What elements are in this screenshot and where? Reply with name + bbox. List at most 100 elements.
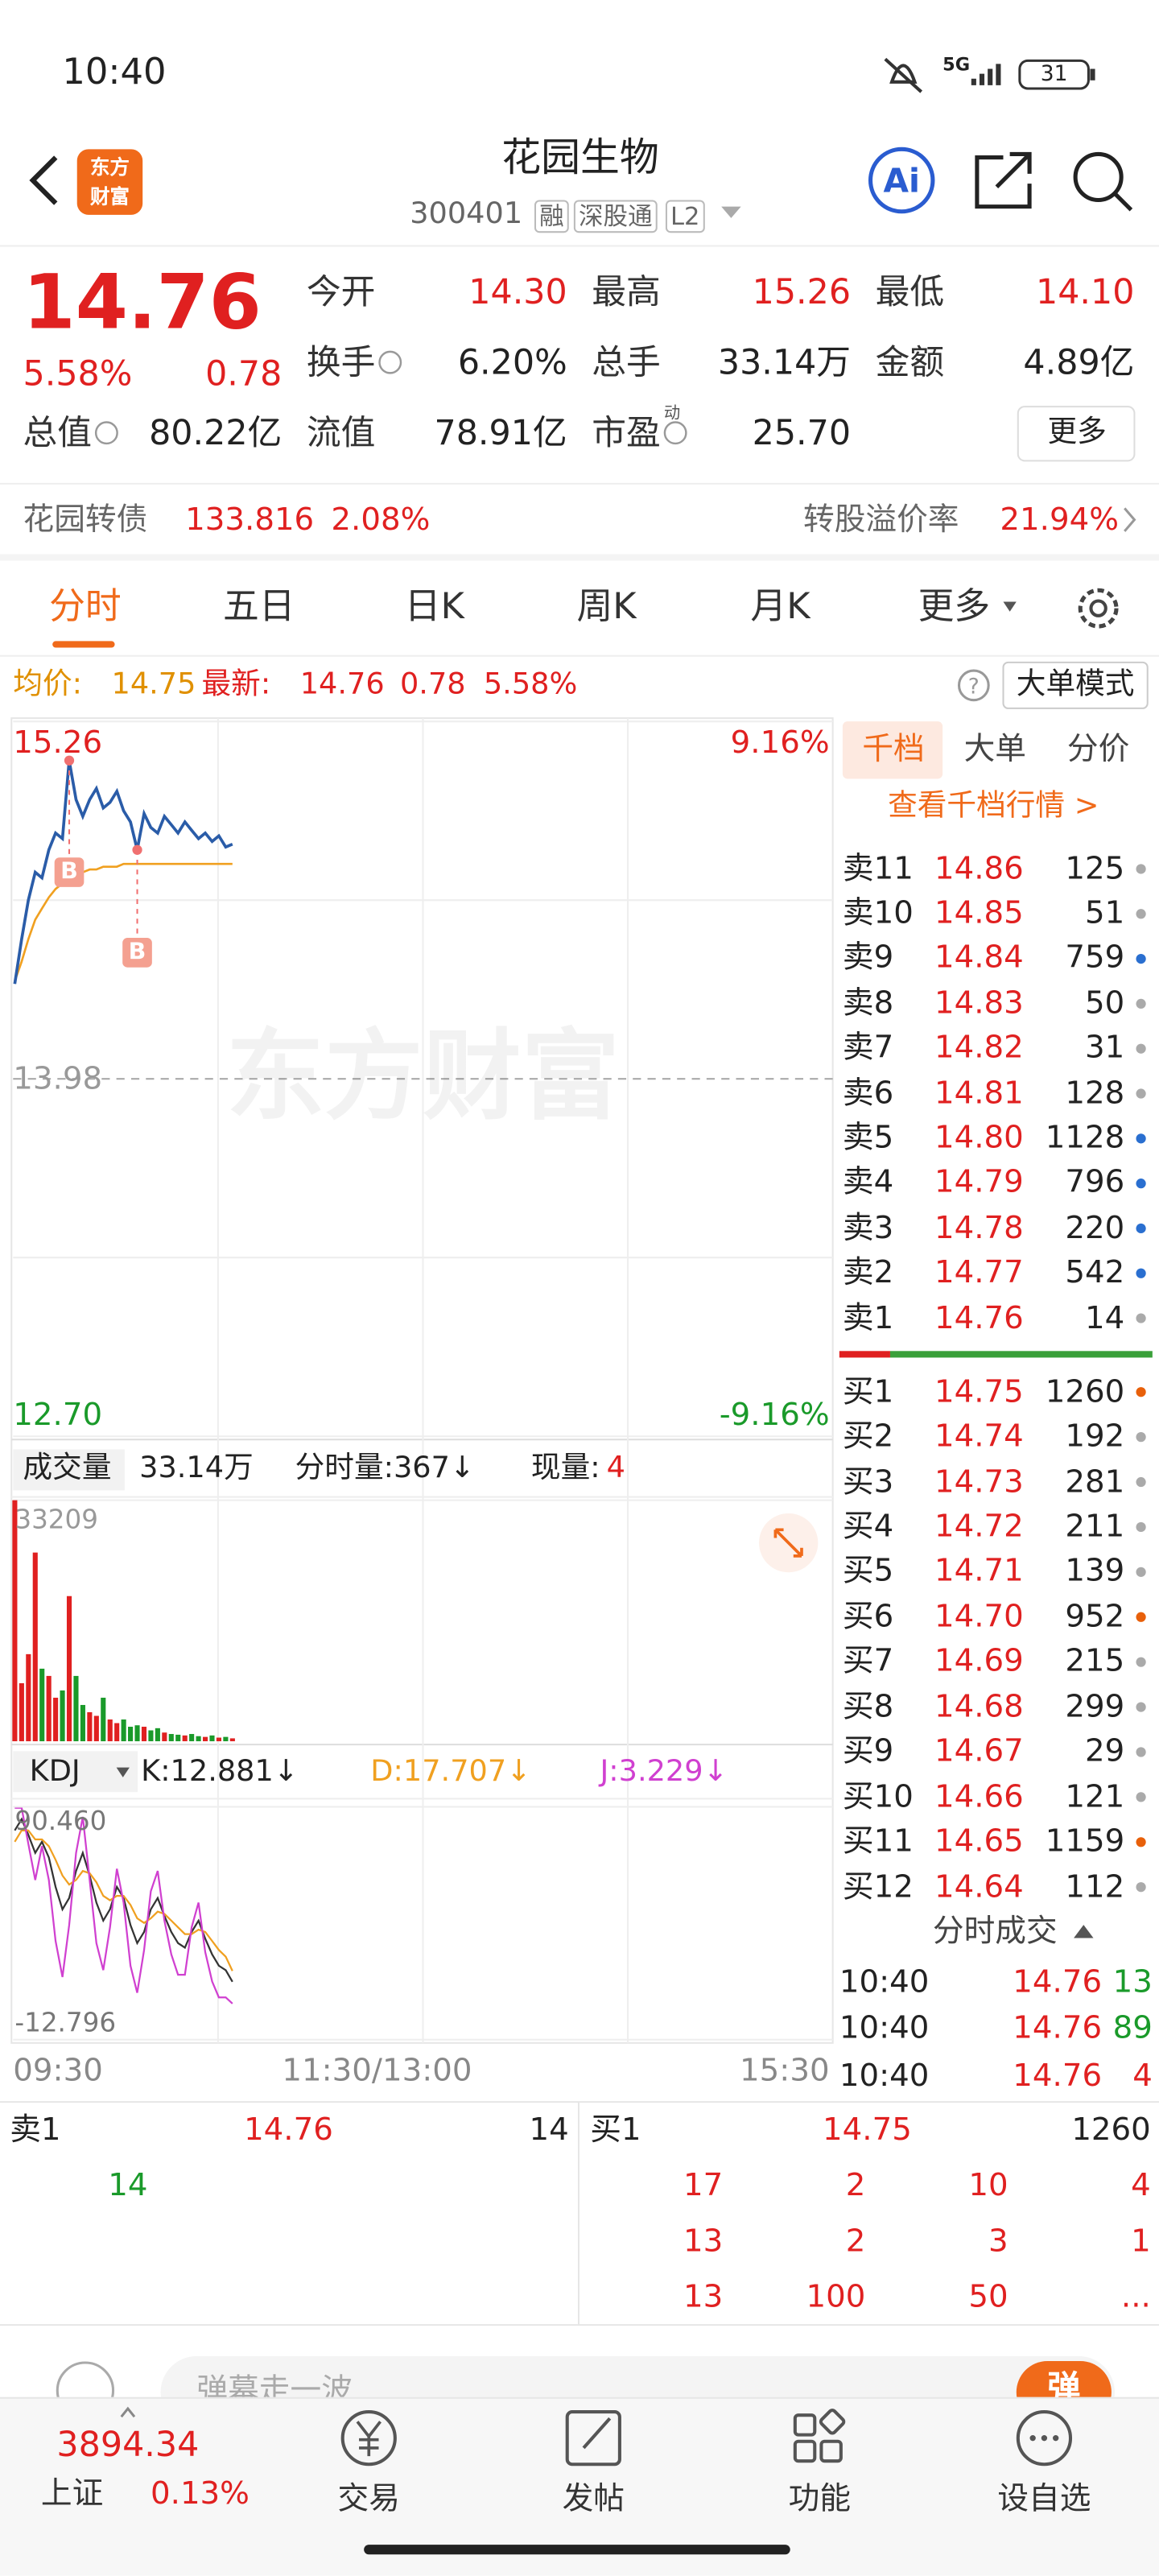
logo-text: 财富	[90, 184, 130, 208]
tab[interactable]: 日K	[404, 586, 464, 628]
logo[interactable]	[76, 149, 143, 215]
book-volume: 29	[1084, 1733, 1125, 1770]
stat-label: 今开	[306, 272, 376, 312]
marker-box	[122, 938, 152, 968]
tick-volume: 分时量:367↓	[295, 1451, 475, 1486]
book-dot	[1136, 1882, 1146, 1893]
more-button-box[interactable]	[1017, 406, 1136, 462]
settings-icon[interactable]	[1078, 588, 1119, 629]
caret	[116, 1767, 130, 1777]
current-volume-label: 现量:	[530, 1451, 600, 1486]
volume-bar	[196, 1736, 201, 1742]
ask-bar	[839, 1351, 890, 1358]
volume-label[interactable]: 成交量	[23, 1451, 112, 1486]
book-level: 买11	[842, 1823, 914, 1860]
book-dot	[1136, 1043, 1146, 1054]
volume-bar	[19, 1682, 24, 1742]
network: 5G	[942, 55, 971, 76]
book-tab[interactable]: 分价	[1066, 730, 1130, 767]
bond-price: 133.816	[185, 501, 315, 538]
book-price: 14.79	[934, 1164, 1024, 1201]
volume-bar	[39, 1668, 45, 1742]
book-level: 买6	[842, 1598, 894, 1635]
tab[interactable]: 周K	[576, 586, 637, 628]
book-dot	[1136, 1521, 1146, 1533]
index-value[interactable]: 3894.34	[56, 2425, 200, 2466]
help-icon[interactable]	[957, 669, 990, 702]
book-price: 14.66	[934, 1778, 1024, 1814]
stat-value: 6.20%	[457, 343, 567, 383]
tag: 融	[534, 200, 569, 233]
ai-button[interactable]: Ai	[883, 160, 920, 200]
nav-item[interactable]: 设自选	[997, 2479, 1091, 2516]
kdj-label-box[interactable]	[13, 1751, 138, 1793]
book-dot	[1136, 1476, 1146, 1488]
stat-value: 80.22亿	[149, 414, 283, 453]
volume-bar	[32, 1552, 38, 1742]
volume-bar	[73, 1675, 79, 1742]
bid-order: 50	[968, 2278, 1008, 2315]
more-button[interactable]: 更多	[1047, 415, 1107, 450]
book-volume: 1159	[1045, 1823, 1125, 1860]
book-tab[interactable]: 大单	[963, 730, 1027, 767]
mode-button-box[interactable]	[1002, 661, 1149, 709]
book-link[interactable]: 查看千档行情 >	[888, 789, 1099, 824]
search-icon[interactable]	[1073, 151, 1124, 203]
home-indicator	[364, 2545, 790, 2555]
share-icon[interactable]	[975, 151, 1032, 209]
tab-underline	[52, 641, 115, 648]
trade-icon[interactable]	[340, 2410, 397, 2467]
bid-order: ...	[1120, 2278, 1151, 2315]
tab[interactable]: 五日	[222, 586, 295, 628]
volume-label-box[interactable]	[13, 1449, 125, 1491]
mute-icon	[884, 57, 923, 93]
post-icon[interactable]	[565, 2410, 621, 2467]
nav-item[interactable]: 交易	[337, 2479, 400, 2516]
nav-item[interactable]: 功能	[788, 2479, 852, 2516]
detail-volume: 1260	[1071, 2111, 1151, 2148]
mode-button[interactable]: 大单模式	[1016, 667, 1135, 703]
book-tab[interactable]: 千档	[862, 730, 925, 767]
bid-order: 1	[1131, 2223, 1151, 2259]
nav-item[interactable]: 发帖	[562, 2479, 625, 2516]
book-volume: 952	[1065, 1598, 1125, 1635]
book-dot	[1136, 1837, 1146, 1847]
watermark: 东方财富	[226, 1019, 620, 1135]
tab[interactable]: 更多	[918, 586, 991, 628]
caret	[721, 206, 741, 218]
kdj-line	[14, 1806, 233, 2004]
trade-marker: B	[128, 939, 146, 965]
book-volume: 192	[1065, 1418, 1125, 1455]
battery-tip	[1090, 68, 1095, 80]
tab[interactable]: 月K	[750, 586, 810, 628]
expand-icon	[773, 1528, 803, 1558]
tab[interactable]: 分时	[49, 586, 122, 628]
trade-time: 10:40	[839, 1963, 930, 2000]
back-icon[interactable]	[29, 155, 58, 205]
book-price: 14.82	[934, 1030, 1024, 1067]
legend-entry: D:17.707↓	[370, 1754, 531, 1790]
book-price: 14.78	[934, 1209, 1024, 1246]
ai-icon[interactable]	[868, 147, 935, 214]
trades-title[interactable]: 分时成交	[932, 1913, 1058, 1949]
book-volume: 50	[1084, 985, 1125, 1022]
marker-box	[54, 857, 85, 887]
bid-order: 4	[1131, 2166, 1151, 2203]
book-volume: 215	[1065, 1643, 1125, 1680]
premium-value: 21.94%	[1000, 501, 1120, 538]
volume-bar	[148, 1730, 154, 1742]
watch-icon[interactable]	[1016, 2410, 1073, 2467]
caret	[1074, 1925, 1094, 1938]
volume-bar	[155, 1728, 160, 1742]
book-volume: 139	[1065, 1553, 1125, 1590]
price: 14.76	[23, 258, 262, 347]
func-icon[interactable]	[793, 2413, 817, 2437]
book-price: 14.74	[934, 1418, 1024, 1455]
kdj-label[interactable]: KDJ	[29, 1754, 80, 1790]
detail-price: 14.76	[244, 2111, 333, 2148]
bond-name[interactable]: 花园转债	[23, 501, 148, 538]
volume-bar	[223, 1736, 229, 1742]
trade-volume: 13	[1112, 1963, 1153, 2000]
